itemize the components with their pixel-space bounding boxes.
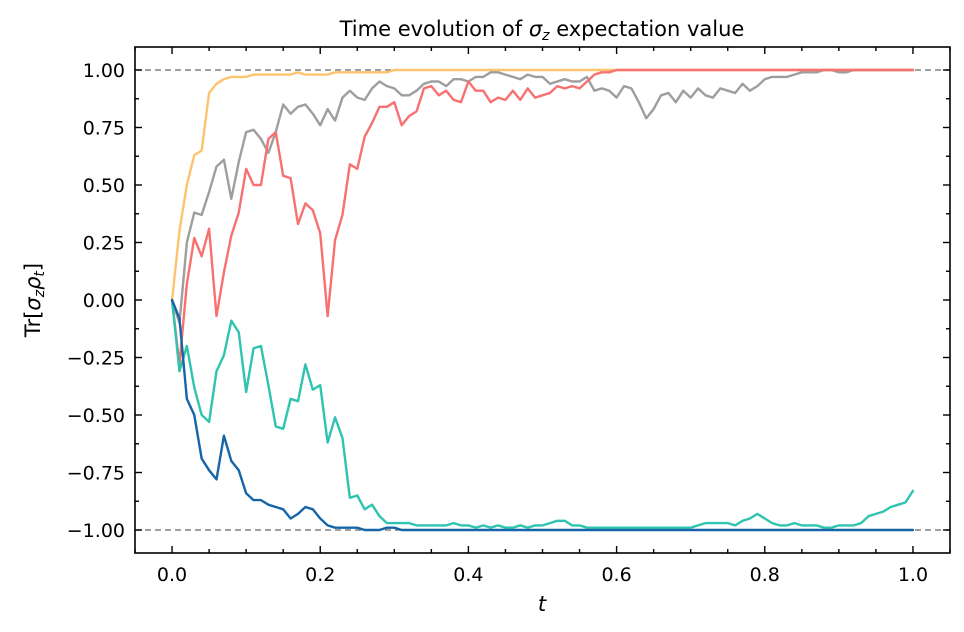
x-tick-label: 0.4 — [453, 564, 483, 586]
y-tick-label: −0.50 — [67, 405, 125, 427]
plot-frame — [134, 46, 951, 554]
x-tick-label: 0.0 — [157, 564, 187, 586]
x-tick-label: 1.0 — [898, 564, 928, 586]
reference-lines — [135, 69, 950, 531]
y-tick-label: 0.25 — [83, 233, 125, 255]
series-line-4 — [170, 298, 915, 532]
y-tick-label: −0.25 — [67, 348, 125, 370]
y-tick-label: −1.00 — [67, 520, 125, 542]
series-line-3 — [170, 298, 915, 529]
series-line-2 — [170, 68, 915, 366]
y-tick-label: 1.00 — [83, 60, 125, 82]
y-tick-label: 0.75 — [83, 118, 125, 140]
series-layer — [170, 68, 915, 532]
x-tick-label: 0.6 — [601, 564, 631, 586]
series-line-1 — [170, 68, 915, 325]
y-axis-label: Tr[σzρt] — [21, 263, 48, 338]
chart-title: Time evolution of σz expectation value — [339, 17, 745, 44]
x-tick-label: 0.8 — [750, 564, 780, 586]
ticks-layer: 0.0 0.2 0.4 0.6 0.8 1.0 1.00 0.75 0.50 0.25 0.00 −0… — [67, 47, 951, 586]
y-tick-label: 0.00 — [83, 290, 125, 312]
y-tick-label: −0.75 — [67, 463, 125, 485]
x-tick-label: 0.2 — [305, 564, 335, 586]
x-axis-label: t — [538, 592, 547, 616]
y-tick-label: 0.50 — [83, 175, 125, 197]
